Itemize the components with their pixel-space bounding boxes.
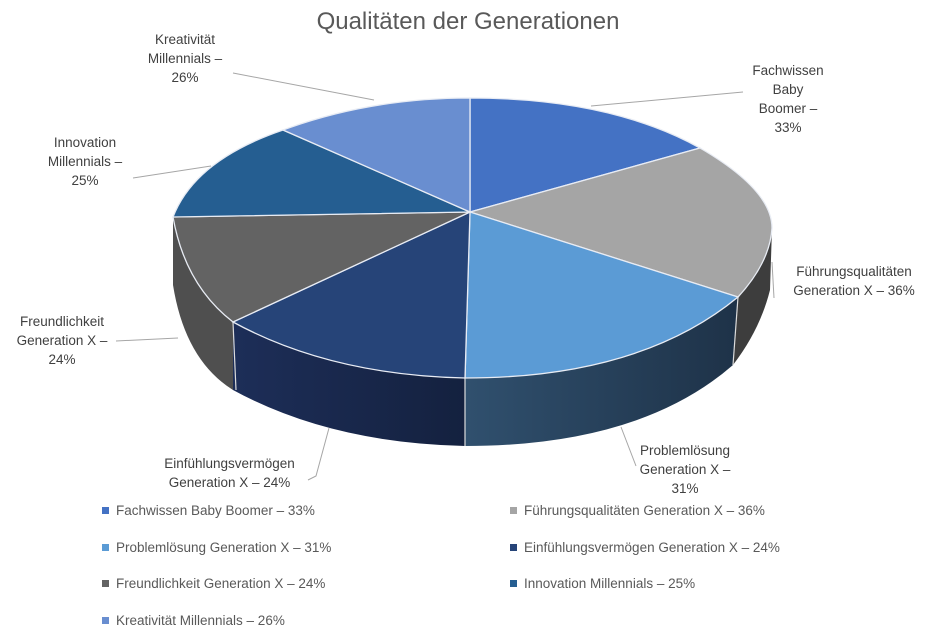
- slice-kreativitaet-millennials[interactable]: [281, 97, 471, 213]
- pie-slices: [172, 97, 773, 379]
- label-line: Fachwissen: [752, 63, 824, 78]
- data-label-freundlichkeit: Freundlichkeit Generation X – 24%: [2, 312, 122, 369]
- slice-fuehrungsqualitaeten-generation-x[interactable]: [467, 147, 773, 298]
- label-line: Generation X –: [639, 462, 731, 477]
- data-label-kreativitaet: Kreativität Millennials – 26%: [130, 30, 240, 87]
- legend-item-kreativitaet[interactable]: Kreativität Millennials – 26%: [102, 613, 285, 628]
- label-line: Millennials –: [47, 154, 123, 169]
- legend-item-fuehrungsqualitaeten[interactable]: Führungsqualitäten Generation X – 36%: [510, 503, 765, 518]
- legend-item-freundlichkeit[interactable]: Freundlichkeit Generation X – 24%: [102, 576, 325, 591]
- leader-lines: [115, 72, 775, 481]
- legend-swatch-icon: [510, 544, 517, 551]
- label-line: 33%: [774, 120, 802, 135]
- legend-label: Kreativität Millennials – 26%: [116, 613, 285, 628]
- label-line: Führungsqualitäten: [796, 264, 912, 279]
- legend-item-innovation[interactable]: Innovation Millennials – 25%: [510, 576, 695, 591]
- label-line: Einfühlungsvermögen: [164, 456, 295, 471]
- label-line: Innovation: [53, 135, 117, 150]
- pie-sides: [173, 217, 772, 446]
- label-line: Generation X – 24%: [168, 475, 291, 490]
- legend-item-problemloesung[interactable]: Problemlösung Generation X – 31%: [102, 540, 331, 555]
- slice-einfuehlungsvermoegen-generation-x[interactable]: [231, 210, 471, 379]
- label-line: Kreativität: [154, 32, 216, 47]
- slice-innovation-millennials[interactable]: [172, 129, 471, 218]
- label-line: Baby: [772, 82, 804, 97]
- label-line: 31%: [671, 481, 699, 496]
- legend-label: Führungsqualitäten Generation X – 36%: [524, 503, 765, 518]
- legend-label: Problemlösung Generation X – 31%: [116, 540, 332, 555]
- label-line: Millennials –: [147, 51, 223, 66]
- legend-swatch-icon: [510, 580, 517, 587]
- label-line: Problemlösung: [639, 443, 731, 458]
- label-line: Generation X –: [16, 333, 108, 348]
- side-einfuehlung: [233, 322, 465, 446]
- data-label-fachwissen: Fachwissen Baby Boomer – 33%: [733, 61, 843, 137]
- side-problemloesung: [465, 297, 738, 446]
- label-line: Generation X – 36%: [793, 283, 915, 298]
- legend-label: Einfühlungsvermögen Generation X – 24%: [524, 540, 780, 555]
- label-line: 25%: [71, 173, 99, 188]
- label-line: 24%: [48, 352, 76, 367]
- slice-fachwissen-baby-boomer[interactable]: [469, 97, 702, 213]
- slice-problemloesung-generation-x[interactable]: [464, 211, 740, 379]
- legend-swatch-icon: [510, 507, 517, 514]
- data-label-einfuehlungsvermoegen: Einfühlungsvermögen Generation X – 24%: [152, 454, 307, 492]
- data-label-problemloesung: Problemlösung Generation X – 31%: [625, 441, 745, 498]
- chart-title: Qualitäten der Generationen: [316, 8, 620, 35]
- data-label-fuehrungsqualitaeten: Führungsqualitäten Generation X – 36%: [772, 262, 936, 300]
- legend-swatch-icon: [102, 544, 109, 551]
- side-freundlichkeit: [173, 217, 233, 390]
- legend-swatch-icon: [102, 580, 109, 587]
- legend-swatch-icon: [102, 617, 109, 624]
- legend-item-fachwissen[interactable]: Fachwissen Baby Boomer – 33%: [102, 503, 315, 518]
- label-line: Freundlichkeit: [19, 314, 105, 329]
- label-line: 26%: [171, 70, 199, 85]
- legend-item-einfuehlungsvermoegen[interactable]: Einfühlungsvermögen Generation X – 24%: [510, 540, 780, 555]
- legend-swatch-icon: [102, 507, 109, 514]
- legend-label: Fachwissen Baby Boomer – 33%: [116, 503, 315, 518]
- slice-freundlichkeit-generation-x[interactable]: [172, 211, 471, 323]
- side-fuehrung: [733, 228, 772, 365]
- label-line: Boomer –: [758, 101, 818, 116]
- data-label-innovation: Innovation Millennials – 25%: [30, 133, 140, 190]
- legend-label: Innovation Millennials – 25%: [524, 576, 696, 591]
- legend-label: Freundlichkeit Generation X – 24%: [116, 576, 326, 591]
